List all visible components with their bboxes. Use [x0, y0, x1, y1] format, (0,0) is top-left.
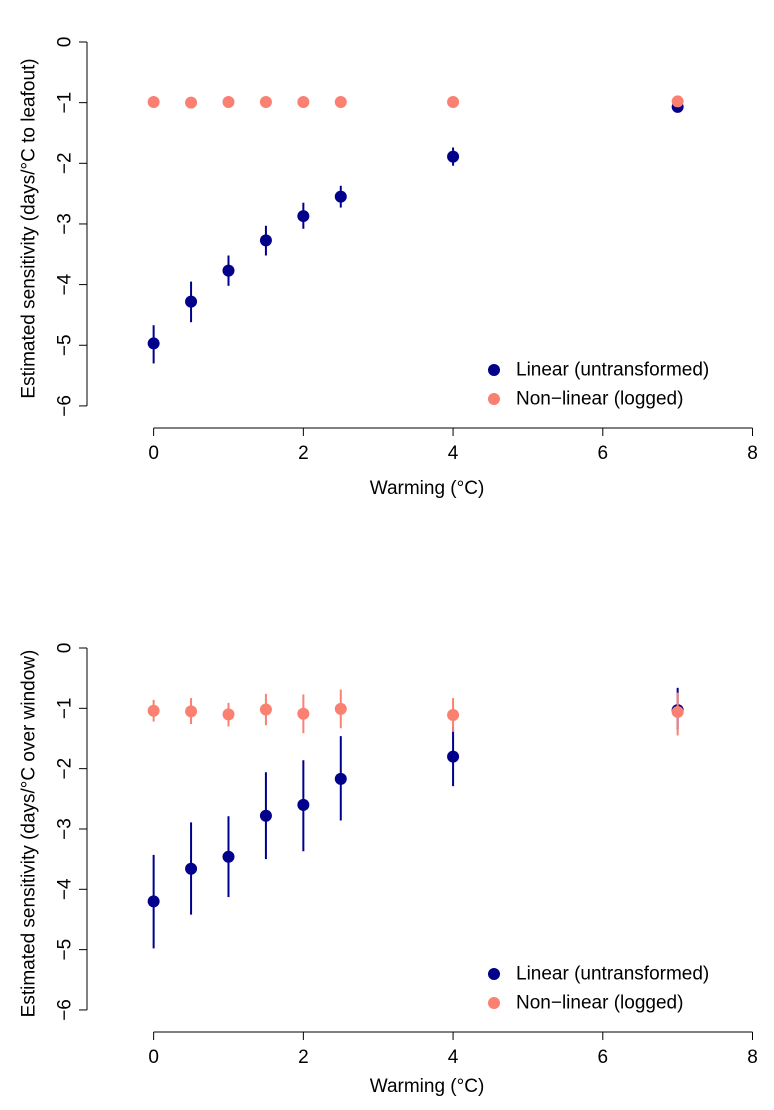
data-point: [147, 895, 160, 908]
y-tick-label: −5: [55, 939, 76, 961]
data-point: [259, 809, 272, 822]
data-point: [147, 96, 160, 109]
data-point: [259, 96, 272, 109]
y-axis-title: Estimated sensitivity (days/°C to leafou…: [19, 58, 40, 398]
x-tick-label: 2: [298, 443, 309, 464]
data-point: [447, 750, 460, 763]
data-point: [185, 96, 198, 109]
data-point: [297, 96, 310, 109]
y-tick-label: −4: [55, 878, 76, 900]
data-point: [671, 705, 684, 718]
data-point: [447, 96, 460, 109]
legend-marker: [488, 997, 500, 1009]
data-point: [297, 707, 310, 720]
data-point: [259, 703, 272, 716]
legend-label: Linear (untransformed): [516, 360, 709, 381]
x-tick-label: 8: [747, 443, 758, 464]
data-point: [447, 708, 460, 721]
legend-marker: [488, 968, 500, 980]
data-point: [185, 295, 198, 308]
x-tick-label: 4: [448, 443, 459, 464]
x-tick-label: 0: [148, 1047, 159, 1068]
y-tick-label: 0: [55, 643, 76, 654]
legend: Linear (untransformed) Non−linear (logged…: [488, 360, 709, 410]
y-axis-title: Estimated sensitivity (days/°C over wind…: [19, 650, 40, 1018]
data-point: [297, 210, 310, 223]
x-tick-label: 2: [298, 1047, 309, 1068]
data-point: [222, 708, 235, 721]
legend-marker: [488, 364, 500, 376]
data-point: [222, 850, 235, 863]
y-tick-label: −2: [55, 152, 76, 174]
x-tick-label: 8: [747, 1047, 758, 1068]
x-tick-label: 4: [448, 1047, 459, 1068]
y-tick-label: −1: [55, 92, 76, 114]
series-nonlinear: [147, 689, 684, 736]
data-point: [671, 95, 684, 108]
x-axis-title: Warming (°C): [370, 478, 485, 499]
data-point: [297, 798, 310, 811]
y-tick-label: −4: [55, 273, 76, 295]
y-tick-label: −1: [55, 697, 76, 719]
data-point: [185, 862, 198, 875]
data-point: [259, 234, 272, 247]
chart-panel-2: 0 2 4 6 8 0 −1 −2 −3 −4 −5 −6 Warming (°C) Estimated …: [19, 643, 758, 1097]
y-tick-label: −6: [55, 999, 76, 1021]
y-tick-label: −2: [55, 758, 76, 780]
legend-marker: [488, 393, 500, 405]
y-tick-label: −5: [55, 334, 76, 356]
x-axis-title: Warming (°C): [370, 1076, 485, 1097]
y-tick-label: −6: [55, 395, 76, 417]
data-point: [334, 96, 347, 109]
y-tick-label: −3: [55, 818, 76, 840]
data-point: [222, 264, 235, 277]
data-point: [222, 96, 235, 109]
series-linear: [147, 100, 684, 364]
data-point: [185, 705, 198, 718]
x-tick-label: 0: [148, 443, 159, 464]
data-point: [334, 190, 347, 203]
series-nonlinear: [147, 95, 684, 109]
data-point: [147, 337, 160, 350]
y-tick-label: −3: [55, 213, 76, 235]
chart-panel-1: 0 2 4 6 8 0 −1 −2 −3 −4 −5 −6 Warming (°C) Estimated …: [19, 37, 758, 499]
data-point: [447, 150, 460, 163]
y-tick-label: 0: [55, 37, 76, 48]
x-tick-label: 6: [598, 443, 609, 464]
data-point: [334, 772, 347, 785]
series-linear: [147, 687, 684, 949]
legend: Linear (untransformed) Non−linear (logged…: [488, 964, 709, 1014]
data-point: [334, 702, 347, 715]
x-tick-label: 6: [598, 1047, 609, 1068]
legend-label: Non−linear (logged): [516, 389, 683, 410]
legend-label: Non−linear (logged): [516, 993, 683, 1014]
data-point: [147, 704, 160, 717]
legend-label: Linear (untransformed): [516, 964, 709, 985]
